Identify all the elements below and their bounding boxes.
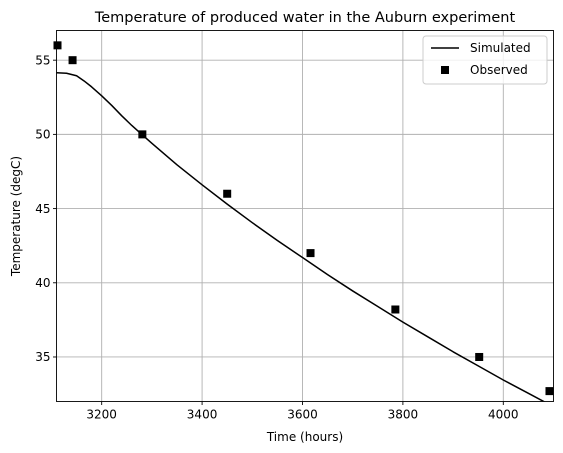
observed-point <box>68 56 77 65</box>
chart-title: Temperature of produced water in the Aub… <box>94 10 516 26</box>
legend-observed-swatch <box>441 66 449 74</box>
axes: 3200 3400 3600 3800 4000 35 40 45 50 55 <box>35 53 518 421</box>
y-tick-label: 35 <box>35 350 50 364</box>
simulated-line <box>56 72 546 402</box>
plot-frame <box>56 30 554 402</box>
grid-lines <box>56 30 554 402</box>
x-tick-label: 3600 <box>287 408 318 422</box>
x-tick-label: 4000 <box>488 408 519 422</box>
y-tick-label: 45 <box>35 202 50 216</box>
observed-point <box>223 189 232 198</box>
observed-point <box>306 249 315 258</box>
x-axis-label: Time (hours) <box>266 430 343 444</box>
x-tick-label: 3200 <box>86 408 117 422</box>
legend-simulated-label: Simulated <box>470 41 531 55</box>
observed-point <box>475 352 484 361</box>
observed-point <box>391 305 400 314</box>
y-axis-label: Temperature (degC) <box>9 156 23 277</box>
x-tick-label: 3800 <box>388 408 419 422</box>
plot-data <box>53 41 554 402</box>
legend-observed-label: Observed <box>470 63 528 77</box>
x-tick-label: 3400 <box>187 408 218 422</box>
observed-point <box>53 41 62 50</box>
y-tick-label: 55 <box>35 53 50 67</box>
legend: Simulated Observed <box>422 35 548 85</box>
observed-point <box>545 387 554 396</box>
y-tick-label: 50 <box>35 128 50 142</box>
observed-point <box>138 130 147 139</box>
y-tick-label: 40 <box>35 276 50 290</box>
